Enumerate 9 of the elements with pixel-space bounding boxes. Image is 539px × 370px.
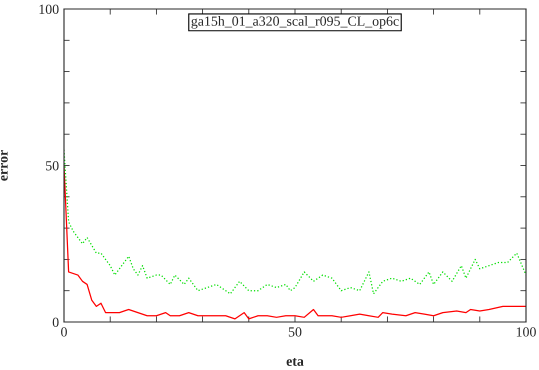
x-axis-title: eta <box>286 358 304 366</box>
x-tick-label: 100 <box>516 327 536 337</box>
x-tick-label: 0 <box>61 327 67 337</box>
y-tick-label: 100 <box>40 4 59 14</box>
chart-title: ga15h_01_a320_scal_r095_CL_op6c <box>191 16 399 29</box>
x-tick-label: 50 <box>288 327 302 337</box>
y-axis-title: error <box>0 150 8 181</box>
y-tick-label: 50 <box>46 161 59 170</box>
y-tick-label: 0 <box>52 318 59 327</box>
